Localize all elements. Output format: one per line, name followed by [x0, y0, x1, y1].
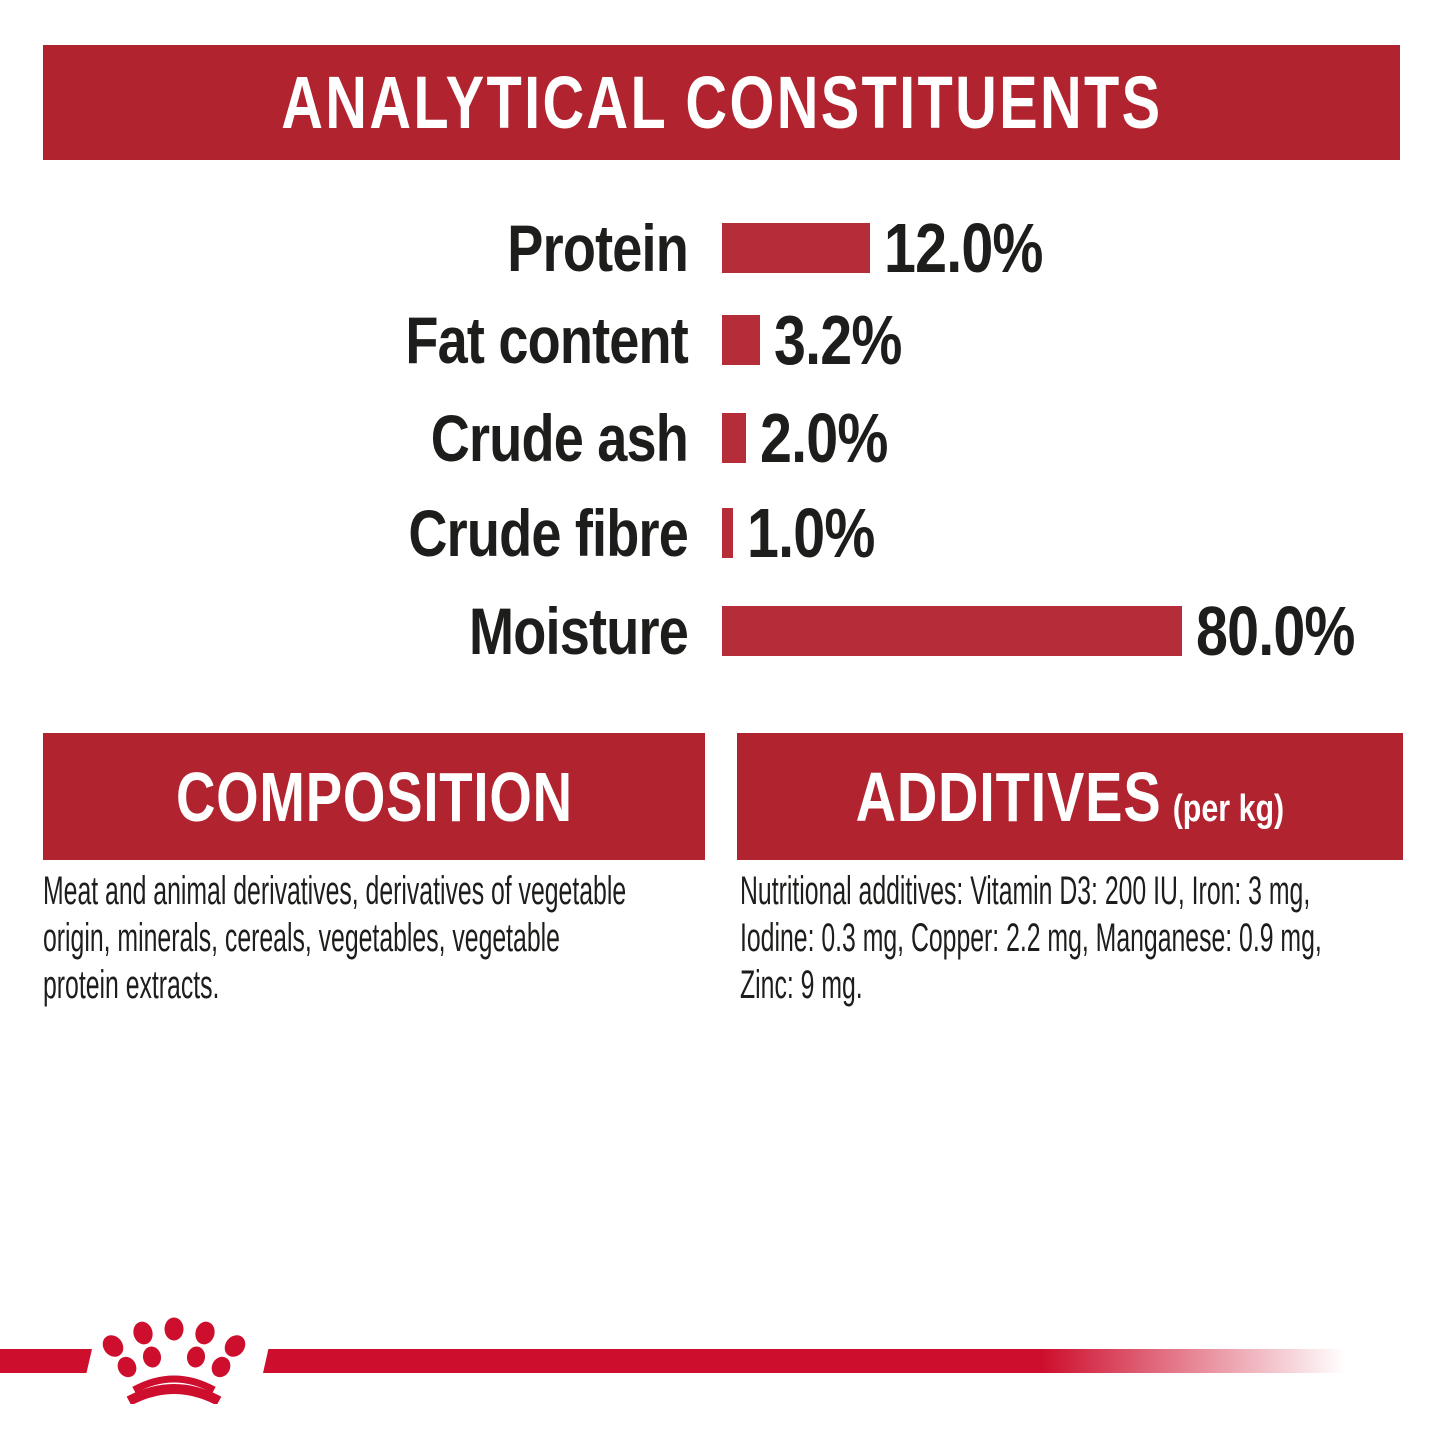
chart-value-label: 12.0% — [884, 208, 1043, 287]
chart-category-label: Protein — [507, 210, 689, 285]
footer-stripe-right — [263, 1349, 1345, 1373]
additives-text: Nutritional additives: Vitamin D3: 200 I… — [740, 869, 1322, 1007]
chart-value-label: 3.2% — [774, 300, 902, 379]
analytical-constituents-title: ANALYTICAL CONSTITUENTS — [280, 61, 1163, 144]
analytical-constituents-banner: ANALYTICAL CONSTITUENTS — [43, 45, 1400, 160]
chart-bar — [722, 222, 870, 273]
chart-bar — [722, 605, 1182, 656]
additives-title-group: ADDITIVES (per kg) — [856, 757, 1285, 837]
footer-stripe-left — [0, 1349, 92, 1373]
composition-text: Meat and animal derivatives, derivatives… — [43, 869, 627, 1007]
chart-row-protein: Protein 12.0% — [0, 200, 1445, 295]
chart-category-label: Crude ash — [430, 400, 689, 475]
chart-category-label: Crude fibre — [408, 495, 688, 570]
chart-value-label: 1.0% — [747, 493, 875, 572]
chart-value-label: 2.0% — [760, 398, 888, 477]
chart-bar — [722, 314, 760, 365]
chart-row-fat-content: Fat content 3.2% — [0, 292, 1445, 387]
chart-bar — [722, 507, 733, 558]
additives-per-kg-note: (per kg) — [1172, 787, 1285, 830]
royal-canin-crown-paw-icon — [102, 1317, 246, 1404]
additives-banner: ADDITIVES (per kg) — [737, 733, 1403, 860]
chart-row-crude-ash: Crude ash 2.0% — [0, 390, 1445, 485]
additives-title: ADDITIVES — [855, 757, 1162, 836]
chart-value-label: 80.0% — [1196, 591, 1355, 670]
composition-title: COMPOSITION — [175, 757, 573, 836]
chart-category-label: Fat content — [405, 302, 688, 377]
composition-banner: COMPOSITION — [43, 733, 705, 860]
chart-bar — [722, 412, 746, 463]
chart-row-crude-fibre: Crude fibre 1.0% — [0, 485, 1445, 580]
chart-category-label: Moisture — [469, 593, 689, 668]
chart-row-moisture: Moisture 80.0% — [0, 583, 1445, 678]
